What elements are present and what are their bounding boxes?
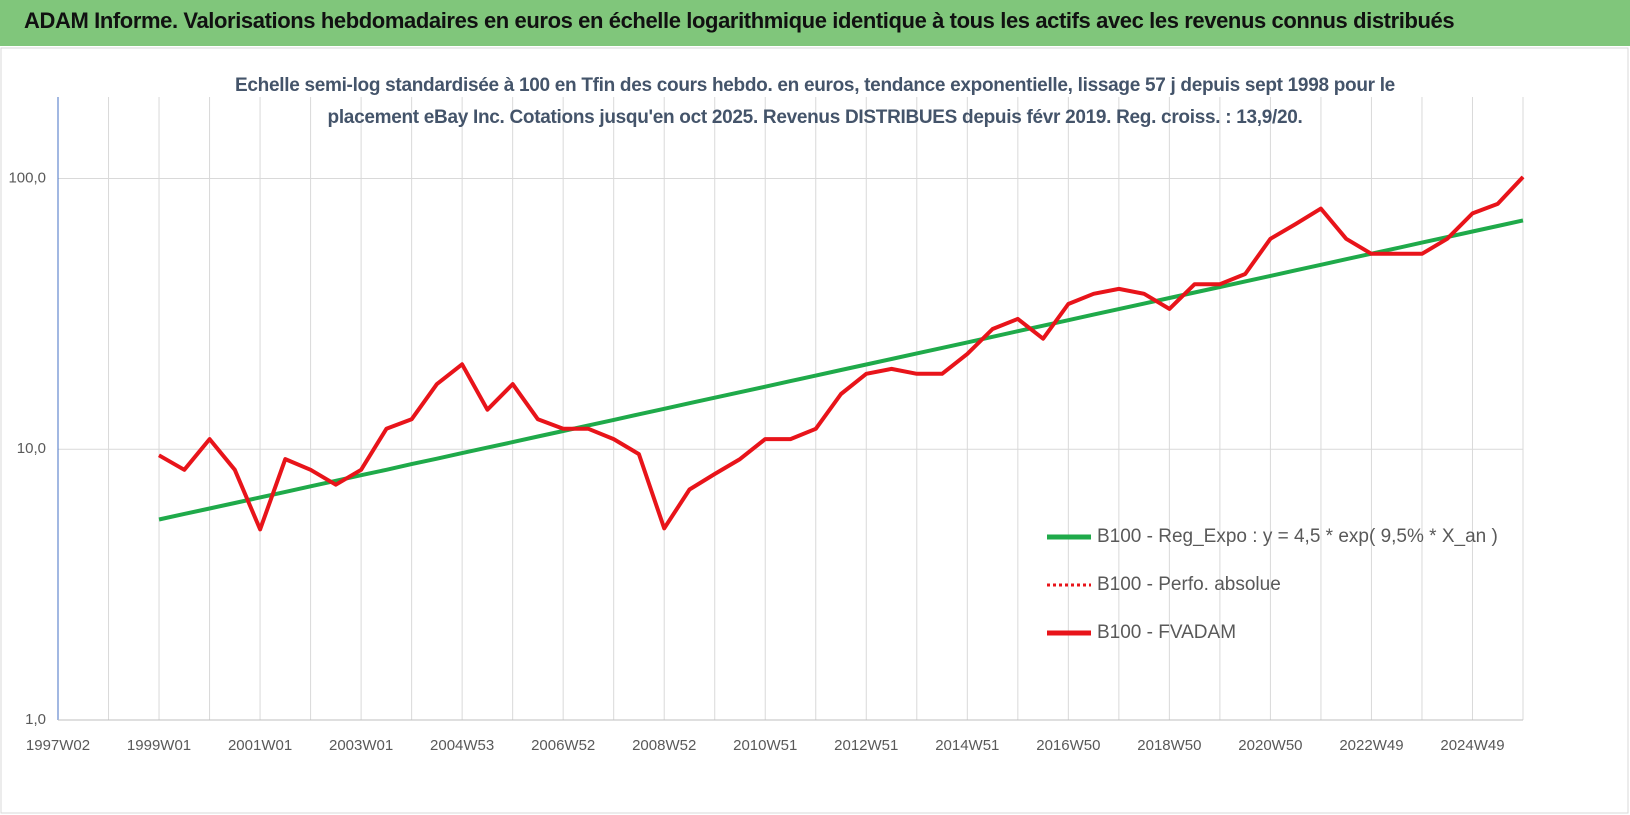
series-line bbox=[158, 218, 1524, 522]
x-tick-label: 2022W49 bbox=[1339, 737, 1403, 754]
x-tick-label: 2008W52 bbox=[632, 737, 696, 754]
y-tick-label: 100,0 bbox=[8, 169, 46, 186]
x-tick-label: 1999W01 bbox=[127, 737, 191, 754]
x-tick-label: 2014W51 bbox=[935, 737, 999, 754]
x-tick-label: 2001W01 bbox=[228, 737, 292, 754]
x-tick-label: 2020W50 bbox=[1238, 737, 1302, 754]
legend-label: B100 - Perfo. absolue bbox=[1097, 574, 1281, 595]
x-tick-label: 2010W51 bbox=[733, 737, 797, 754]
x-tick-label: 1997W02 bbox=[26, 737, 90, 754]
chart-subtitle: Echelle semi-log standardisée à 100 en T… bbox=[235, 75, 1395, 128]
x-tick-label: 2012W51 bbox=[834, 737, 898, 754]
x-tick-label: 2024W49 bbox=[1440, 737, 1504, 754]
chart-title: ADAM Informe. Valorisations hebdomadaire… bbox=[0, 0, 1630, 46]
y-tick-label: 1,0 bbox=[25, 711, 46, 728]
x-tick-label: 2006W52 bbox=[531, 737, 595, 754]
x-tick-label: 2018W50 bbox=[1137, 737, 1201, 754]
x-tick-label: 2016W50 bbox=[1036, 737, 1100, 754]
x-tick-label: 2004W53 bbox=[430, 737, 494, 754]
legend-label: B100 - FVADAM bbox=[1097, 622, 1236, 643]
y-tick-label: 10,0 bbox=[17, 440, 46, 457]
series-line bbox=[158, 175, 1525, 532]
chart-frame bbox=[0, 47, 1629, 814]
x-tick-label: 2003W01 bbox=[329, 737, 393, 754]
legend-label: B100 - Reg_Expo : y = 4,5 * exp( 9,5% * … bbox=[1097, 526, 1498, 547]
